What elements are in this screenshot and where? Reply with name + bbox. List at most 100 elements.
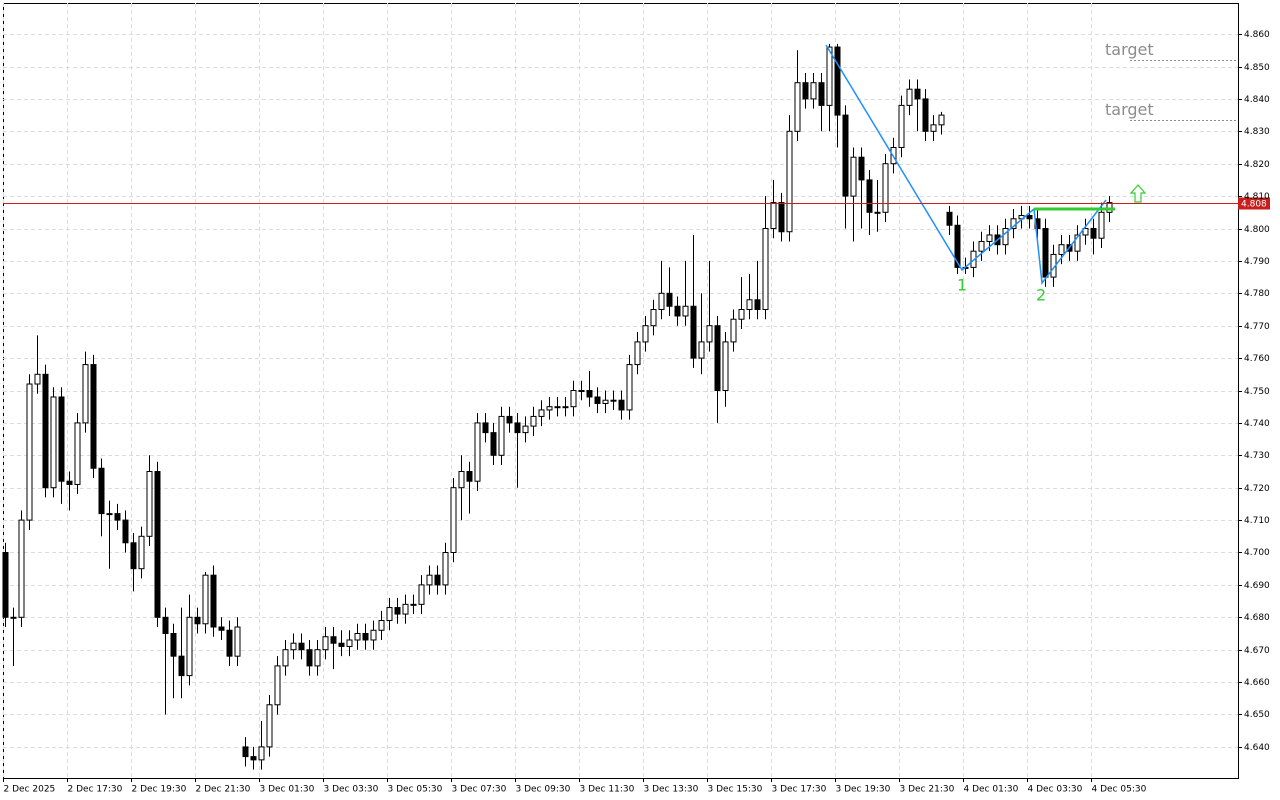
- target-label: target: [1105, 40, 1154, 59]
- x-tick-label: 3 Dec 21:30: [900, 785, 955, 795]
- candle-body: [562, 406, 569, 409]
- candle-body: [618, 399, 625, 411]
- y-tick-label: 4.670: [1244, 646, 1270, 656]
- y-tick-label: 4.720: [1244, 484, 1270, 494]
- candle-body: [906, 88, 913, 106]
- candle-body: [130, 542, 137, 570]
- up-arrow: [1129, 184, 1147, 203]
- candle-body: [18, 519, 25, 618]
- y-tick-label: 4.850: [1244, 63, 1270, 73]
- candle-body: [274, 665, 281, 706]
- candle-body: [66, 480, 73, 485]
- y-tick-label: 4.830: [1244, 127, 1270, 137]
- y-tick-label: 4.700: [1244, 548, 1270, 558]
- candle-body: [258, 746, 265, 761]
- candle-body: [266, 704, 273, 748]
- x-tick-label: 3 Dec 09:30: [516, 785, 571, 795]
- candle-body: [498, 415, 505, 456]
- candle-body: [410, 603, 417, 606]
- candle-body: [714, 325, 721, 392]
- x-tick-label: 3 Dec 11:30: [580, 785, 635, 795]
- candle-body: [794, 82, 801, 132]
- y-tick-label: 4.650: [1244, 710, 1270, 720]
- x-tick-label: 3 Dec 19:30: [836, 785, 891, 795]
- candle-body: [218, 626, 225, 631]
- candle-body: [858, 156, 865, 181]
- y-tick-label: 4.740: [1244, 419, 1270, 429]
- overlay: 4.808 target target: [3, 40, 1270, 210]
- candle-body: [426, 574, 433, 586]
- candle-body: [770, 202, 777, 230]
- candle-body: [338, 642, 345, 647]
- candle-body: [290, 642, 297, 651]
- candle-body: [1082, 228, 1089, 236]
- candle-body: [394, 607, 401, 615]
- candle-body: [554, 406, 561, 409]
- candle-body: [786, 130, 793, 233]
- candle-body: [226, 629, 233, 657]
- candle-body: [418, 584, 425, 605]
- candle-body: [738, 309, 745, 320]
- y-tick-label: 4.710: [1244, 516, 1270, 526]
- candle-body: [146, 470, 153, 537]
- candle-body: [106, 513, 113, 516]
- candle-body: [922, 98, 929, 132]
- candle-body: [26, 383, 33, 521]
- x-tick-label: 4 Dec 03:30: [1028, 785, 1083, 795]
- candle-body: [1090, 228, 1097, 239]
- candle-body: [730, 318, 737, 343]
- x-tick-label: 3 Dec 07:30: [452, 785, 507, 795]
- candle-body: [690, 305, 697, 359]
- candle-body: [362, 632, 369, 641]
- candle-body: [1098, 211, 1105, 239]
- candle-body: [490, 432, 497, 456]
- candle-body: [98, 467, 105, 515]
- x-tick-label: 3 Dec 13:30: [644, 785, 699, 795]
- y-tick-label: 4.840: [1244, 95, 1270, 105]
- y-tick-label: 4.820: [1244, 160, 1270, 170]
- grid: [3, 3, 1238, 778]
- candle-body: [402, 603, 409, 615]
- x-tick-label: 3 Dec 03:30: [324, 785, 379, 795]
- candle-body: [442, 551, 449, 586]
- candle-body: [954, 224, 961, 268]
- candle-body: [282, 649, 289, 667]
- candle-body: [698, 341, 705, 359]
- candle-body: [842, 114, 849, 197]
- candle-body: [634, 341, 641, 366]
- candle-body: [1074, 234, 1081, 252]
- candle-body: [10, 616, 17, 619]
- candle-body: [250, 756, 257, 761]
- candle-body: [178, 655, 185, 677]
- candle-body: [186, 616, 193, 677]
- candle-body: [610, 399, 617, 402]
- candle-body: [706, 325, 713, 343]
- candle-body: [898, 104, 905, 149]
- candle-body: [354, 632, 361, 641]
- candle-body: [138, 535, 145, 570]
- x-tick-label: 4 Dec 01:30: [964, 785, 1019, 795]
- y-tick-label: 4.770: [1244, 322, 1270, 332]
- candle-body: [298, 642, 305, 651]
- y-tick-label: 4.660: [1244, 678, 1270, 688]
- candle-body: [154, 470, 161, 618]
- candle-body: [34, 373, 41, 385]
- candle-body: [1026, 215, 1033, 220]
- x-tick-label: 3 Dec 15:30: [708, 785, 763, 795]
- candle-body: [242, 746, 249, 758]
- candle-body: [866, 179, 873, 213]
- candle-body: [322, 636, 329, 651]
- candle-body: [874, 211, 881, 214]
- y-tick-label: 4.690: [1244, 581, 1270, 591]
- candle-body: [2, 551, 9, 618]
- candle-body: [578, 390, 585, 392]
- x-tick-label: 2 Dec 21:30: [196, 785, 251, 795]
- y-tick-label: 4.730: [1244, 451, 1270, 461]
- candle-body: [914, 88, 921, 100]
- candle-body: [434, 574, 441, 586]
- y-tick-label: 4.800: [1244, 225, 1270, 235]
- candle-body: [642, 325, 649, 343]
- candle-body: [458, 470, 465, 489]
- candle-body: [50, 396, 57, 489]
